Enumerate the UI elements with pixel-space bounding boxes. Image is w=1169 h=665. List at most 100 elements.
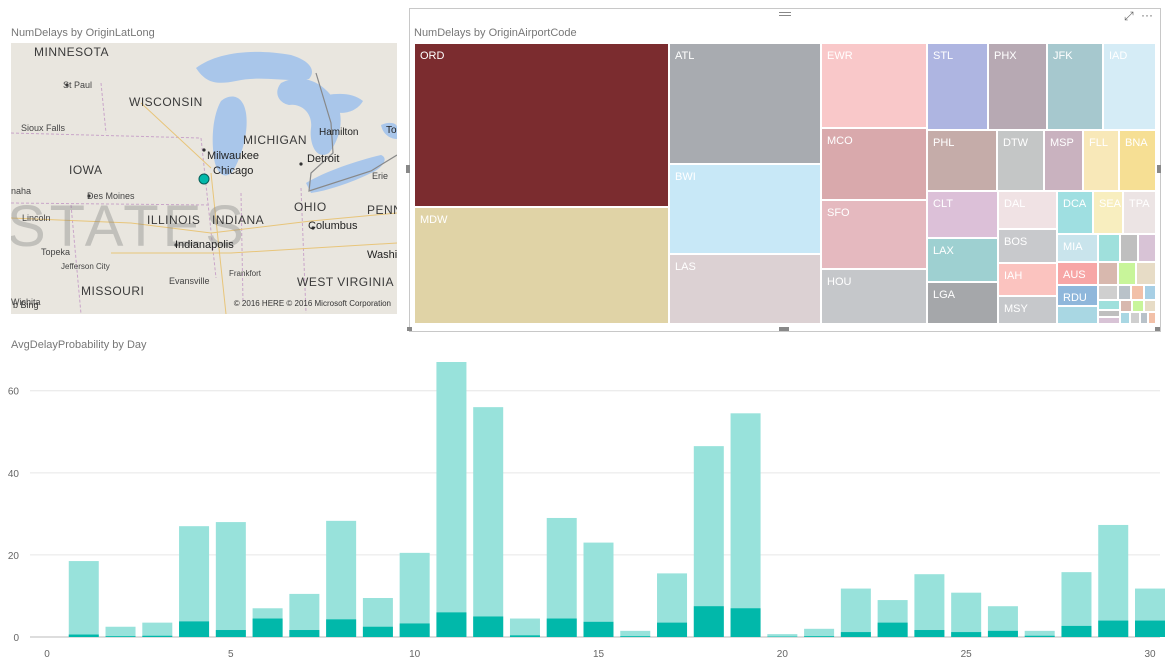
treemap-tile-small[interactable] [1098,262,1118,285]
treemap-tile-small[interactable] [1098,300,1120,310]
bar-day-13[interactable] [509,618,540,637]
treemap-tile-msy[interactable]: MSY [998,296,1057,324]
bar-inner-day-8[interactable] [326,619,357,637]
bar-inner-day-6[interactable] [252,618,283,637]
bar-inner-day-23[interactable] [877,622,908,637]
treemap-tile-bwi[interactable]: BWI [669,164,821,254]
bar-day-27[interactable] [1024,630,1055,637]
bar-inner-day-14[interactable] [546,618,577,637]
treemap-tile-fll[interactable]: FLL [1083,130,1119,191]
bar-inner-day-24[interactable] [914,630,945,637]
resize-handle-bottom[interactable] [779,327,789,331]
treemap-tile-mdw[interactable]: MDW [414,207,669,324]
treemap-tile-iad[interactable]: IAD [1103,43,1156,130]
treemap-tile-small[interactable] [1118,285,1131,300]
treemap-tile-small[interactable] [1132,300,1144,312]
treemap-tile-small[interactable] [1120,300,1132,312]
resize-handle-right[interactable] [1157,165,1161,173]
bar-inner-day-26[interactable] [987,630,1018,637]
bar-day-8[interactable] [326,520,357,637]
treemap-tile-lga[interactable]: LGA [927,282,998,324]
bing-map[interactable]: STATES MINNESOTA St Paul WISCONSIN MICHI… [11,43,397,314]
treemap-tile-iah[interactable]: IAH [998,263,1057,296]
treemap-tile-small[interactable] [1138,234,1156,262]
drag-handle-icon[interactable] [779,12,791,13]
treemap-tile-hou[interactable]: HOU [821,269,927,324]
bar-inner-day-22[interactable] [840,632,871,637]
bar-inner-day-11[interactable] [436,612,467,637]
bar-day-16[interactable] [620,630,651,637]
bar-day-24[interactable] [914,574,945,637]
bar-inner-day-25[interactable] [951,632,982,637]
treemap-tile-ewr[interactable]: EWR [821,43,927,128]
treemap-tile-small[interactable] [1118,262,1136,285]
bar-inner-day-17[interactable] [657,622,688,637]
treemap-tile-small[interactable] [1136,262,1156,285]
bar-inner-day-5[interactable] [215,630,246,637]
treemap-tile-bos[interactable]: BOS [998,229,1057,263]
bar-inner-day-19[interactable] [730,608,761,637]
bar-day-18[interactable] [693,446,724,637]
treemap-tile-stl[interactable]: STL [927,43,988,130]
bar-day-5[interactable] [215,522,246,637]
bar-day-10[interactable] [399,552,430,637]
bar-inner-day-9[interactable] [362,626,393,637]
bar-day-20[interactable] [767,634,798,637]
treemap-tile-small[interactable] [1098,317,1120,324]
bar-day-22[interactable] [840,588,871,637]
treemap-tile-mco[interactable]: MCO [821,128,927,200]
bar-day-21[interactable] [804,628,835,637]
bar-day-11[interactable] [436,362,467,637]
bar-day-7[interactable] [289,593,320,637]
bar-day-1[interactable] [68,561,99,637]
treemap-tile-tpa[interactable]: TPA [1123,191,1156,234]
bar-day-3[interactable] [142,622,173,637]
treemap-tile-aus[interactable]: AUS [1057,262,1098,285]
treemap-tile-small[interactable] [1131,285,1144,300]
bar-inner-day-3[interactable] [142,635,173,637]
resize-handle-bottom-right[interactable] [1155,327,1160,331]
treemap-tile-small[interactable] [1057,306,1098,324]
treemap-tile-bna[interactable]: BNA [1119,130,1156,191]
bar-inner-day-16[interactable] [620,636,651,637]
treemap-tile-phl[interactable]: PHL [927,130,997,191]
bar-day-15[interactable] [583,542,614,637]
expand-icon[interactable]: ⤢ [1124,9,1134,23]
bar-inner-day-2[interactable] [105,636,136,637]
treemap-tile-msp[interactable]: MSP [1044,130,1083,191]
treemap-tile-phx[interactable]: PHX [988,43,1047,130]
bar-inner-day-7[interactable] [289,630,320,637]
treemap-tile-sea[interactable]: SEA [1093,191,1123,234]
bar-inner-day-15[interactable] [583,621,614,637]
treemap-tile-sfo[interactable]: SFO [821,200,927,269]
bar-inner-day-13[interactable] [509,635,540,637]
bar-inner-day-18[interactable] [693,606,724,637]
treemap-tile-mia[interactable]: MIA [1057,234,1098,262]
treemap-tile-small[interactable] [1140,312,1148,324]
treemap-tile-jfk[interactable]: JFK [1047,43,1103,130]
bar-inner-day-4[interactable] [179,621,210,637]
treemap-tile-dal[interactable]: DAL [998,191,1057,229]
treemap-tile-lax[interactable]: LAX [927,238,998,282]
resize-handle-left[interactable] [406,165,410,173]
treemap-tile-dtw[interactable]: DTW [997,130,1044,191]
treemap-tile-small[interactable] [1098,285,1118,300]
treemap-tile-rdu[interactable]: RDU [1057,285,1098,306]
treemap[interactable]: ORD MDW ATL BWI LAS EWR MCO SFO HOU STL PHX JFK IAD P… [414,43,1156,324]
treemap-tile-small[interactable] [1098,310,1120,317]
treemap-tile-atl[interactable]: ATL [669,43,821,164]
bar-chart[interactable]: 0 20 40 60 0 5 10 15 20 25 30 [0,352,1169,665]
bar-day-12[interactable] [473,407,504,637]
treemap-tile-small[interactable] [1148,312,1156,324]
treemap-tile-clt[interactable]: CLT [927,191,998,238]
treemap-tile-dca[interactable]: DCA [1057,191,1093,234]
treemap-tile-small[interactable] [1144,285,1156,300]
more-options-icon[interactable]: ··· [1141,8,1153,22]
bar-inner-day-10[interactable] [399,623,430,637]
treemap-tile-small[interactable] [1130,312,1140,324]
bar-inner-day-28[interactable] [1061,625,1092,637]
treemap-tile-small[interactable] [1120,312,1130,324]
bar-inner-day-29[interactable] [1098,620,1129,637]
bar-day-2[interactable] [105,626,136,637]
treemap-tile-small[interactable] [1144,300,1156,312]
